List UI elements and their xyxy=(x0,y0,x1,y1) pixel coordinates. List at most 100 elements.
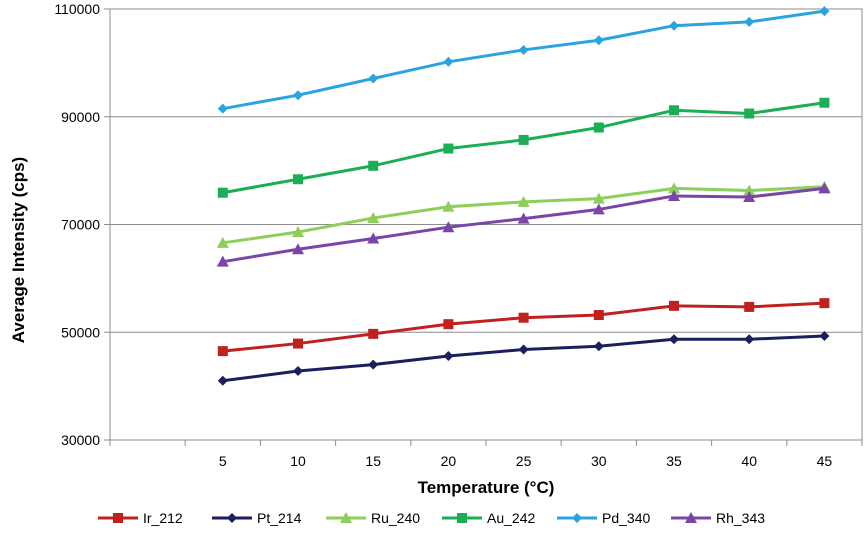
data-point-au-242 xyxy=(443,143,454,154)
series-line-pd-340 xyxy=(222,9,825,111)
data-point-pd-340 xyxy=(368,73,379,84)
data-point-rh-343 xyxy=(592,203,605,215)
series-au-242 xyxy=(217,97,830,198)
data-point-ir-212 xyxy=(443,319,454,330)
data-point-rh-343 xyxy=(743,191,756,203)
data-point-au-242 xyxy=(368,160,379,171)
legend-item-au-242: Au_242 xyxy=(442,510,535,526)
series-ir-212 xyxy=(217,298,830,357)
data-point-pd-340 xyxy=(744,16,755,27)
legend: Ir_212 Pt_214 Ru_240 Au_242 Pd_340 Rh_343 xyxy=(98,510,765,526)
data-point-au-242 xyxy=(293,174,303,185)
data-point-au-242 xyxy=(593,122,604,133)
data-point-ru-240 xyxy=(292,226,304,238)
legend-label-rh-343: Rh_343 xyxy=(716,510,765,526)
data-point-pt-214 xyxy=(669,334,679,345)
data-point-ir-212 xyxy=(217,346,228,357)
x-tick-label: 30 xyxy=(591,453,607,469)
data-point-au-242 xyxy=(518,134,529,145)
data-point-pd-340 xyxy=(819,6,830,17)
x-tick-label: 20 xyxy=(441,453,457,469)
data-point-pd-340 xyxy=(518,44,529,55)
data-point-pd-340 xyxy=(217,103,228,114)
data-point-au-242 xyxy=(669,105,679,116)
legend-marker-ir-212 xyxy=(113,513,123,523)
x-tick-label: 35 xyxy=(666,453,682,469)
data-point-ir-212 xyxy=(669,300,679,311)
series-line-au-242 xyxy=(222,101,825,195)
legend-marker-pt-214 xyxy=(227,513,237,523)
x-tick-label: 40 xyxy=(741,453,757,469)
legend-marker-pd-340 xyxy=(572,513,582,523)
data-point-rh-343 xyxy=(668,189,680,201)
y-axis-title: Average Intensity (cps) xyxy=(9,157,28,343)
series-pd-340 xyxy=(217,6,830,114)
series-rh-343 xyxy=(216,182,831,267)
data-point-ir-212 xyxy=(744,301,755,312)
x-tick-label: 5 xyxy=(219,453,227,469)
data-point-ru-240 xyxy=(592,192,605,204)
x-tick-labels: 5 10 15 20 25 30 35 40 45 xyxy=(219,453,832,469)
legend-item-pt-214: Pt_214 xyxy=(212,510,302,526)
data-point-pt-214 xyxy=(518,344,529,355)
data-point-ru-240 xyxy=(517,195,530,207)
series-pt-214 xyxy=(217,331,830,386)
legend-marker-rh-343 xyxy=(685,512,697,523)
y-tick-label: 70000 xyxy=(61,217,100,233)
legend-item-ru-240: Ru_240 xyxy=(326,510,420,526)
legend-label-ir-212: Ir_212 xyxy=(143,510,183,526)
data-point-pt-214 xyxy=(744,334,755,345)
x-tick-label: 15 xyxy=(365,453,381,469)
data-point-rh-343 xyxy=(216,255,229,267)
data-point-au-242 xyxy=(744,108,755,119)
data-point-ir-212 xyxy=(368,328,379,339)
data-point-ru-240 xyxy=(442,200,455,212)
legend-marker-ru-240 xyxy=(340,512,352,523)
y-tick-label: 110000 xyxy=(54,1,100,17)
data-point-au-242 xyxy=(217,187,228,198)
legend-item-ir-212: Ir_212 xyxy=(98,510,183,526)
legend-label-pt-214: Pt_214 xyxy=(257,510,302,526)
x-tick-label: 25 xyxy=(516,453,532,469)
data-point-pt-214 xyxy=(217,375,228,386)
series-line-ir-212 xyxy=(222,301,825,353)
data-point-ir-212 xyxy=(293,338,303,349)
data-point-rh-343 xyxy=(442,221,455,233)
data-point-ir-212 xyxy=(819,298,830,309)
axes xyxy=(109,9,862,441)
data-point-pt-214 xyxy=(443,350,454,361)
data-point-pt-214 xyxy=(293,366,303,377)
data-point-ru-240 xyxy=(743,184,756,196)
y-tick-label: 90000 xyxy=(61,109,100,125)
x-tick-label: 45 xyxy=(817,453,833,469)
x-axis-title: Temperature (°C) xyxy=(418,478,555,497)
legend-item-pd-340: Pd_340 xyxy=(557,510,650,526)
legend-label-au-242: Au_242 xyxy=(487,510,535,526)
data-point-rh-343 xyxy=(517,212,530,224)
data-point-ru-240 xyxy=(668,182,680,194)
legend-label-pd-340: Pd_340 xyxy=(602,510,650,526)
data-point-rh-343 xyxy=(367,232,380,244)
y-tick-label: 30000 xyxy=(61,432,100,448)
data-point-ir-212 xyxy=(518,312,529,323)
data-point-ru-240 xyxy=(216,236,229,248)
series-lines xyxy=(216,6,831,386)
data-point-ir-212 xyxy=(593,310,604,321)
y-tick-label: 50000 xyxy=(61,324,100,340)
data-point-pd-340 xyxy=(293,90,303,101)
gridlines xyxy=(104,8,863,446)
legend-marker-au-242 xyxy=(457,513,467,523)
legend-item-rh-343: Rh_343 xyxy=(671,510,765,526)
x-tick-label: 10 xyxy=(290,453,306,469)
legend-label-ru-240: Ru_240 xyxy=(371,510,420,526)
data-point-ru-240 xyxy=(367,212,380,224)
data-point-pt-214 xyxy=(593,341,604,352)
data-point-rh-343 xyxy=(292,243,304,255)
data-point-pt-214 xyxy=(819,331,830,342)
y-tick-labels: 30000 50000 70000 90000 110000 xyxy=(54,1,100,448)
data-point-au-242 xyxy=(819,97,830,108)
data-point-rh-343 xyxy=(818,182,831,194)
data-point-pd-340 xyxy=(593,35,604,46)
